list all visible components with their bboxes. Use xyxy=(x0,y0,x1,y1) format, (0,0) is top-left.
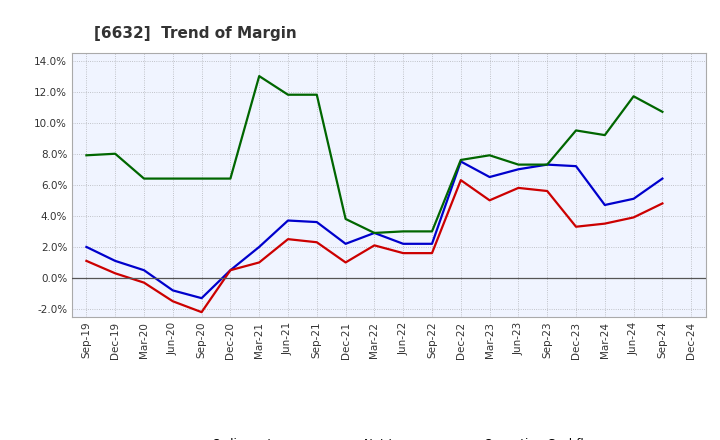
Net Income xyxy=(658,201,667,206)
Operating Cashflow xyxy=(82,153,91,158)
Ordinary Income xyxy=(226,268,235,273)
Ordinary Income xyxy=(399,241,408,246)
Ordinary Income xyxy=(370,230,379,235)
Operating Cashflow xyxy=(629,94,638,99)
Net Income xyxy=(197,309,206,315)
Ordinary Income xyxy=(312,220,321,225)
Net Income xyxy=(428,250,436,256)
Operating Cashflow xyxy=(456,158,465,163)
Net Income xyxy=(140,280,148,285)
Operating Cashflow xyxy=(658,109,667,114)
Ordinary Income xyxy=(284,218,292,223)
Text: [6632]  Trend of Margin: [6632] Trend of Margin xyxy=(94,26,297,41)
Net Income xyxy=(485,198,494,203)
Operating Cashflow xyxy=(312,92,321,97)
Operating Cashflow xyxy=(197,176,206,181)
Operating Cashflow xyxy=(399,229,408,234)
Net Income xyxy=(255,260,264,265)
Net Income xyxy=(543,188,552,194)
Operating Cashflow xyxy=(600,132,609,138)
Net Income xyxy=(629,215,638,220)
Net Income xyxy=(312,240,321,245)
Ordinary Income xyxy=(140,268,148,273)
Operating Cashflow xyxy=(255,73,264,79)
Ordinary Income xyxy=(168,288,177,293)
Ordinary Income xyxy=(341,241,350,246)
Operating Cashflow xyxy=(572,128,580,133)
Ordinary Income xyxy=(629,196,638,202)
Operating Cashflow xyxy=(514,162,523,167)
Net Income xyxy=(341,260,350,265)
Operating Cashflow xyxy=(341,216,350,222)
Line: Net Income: Net Income xyxy=(86,180,662,312)
Ordinary Income xyxy=(428,241,436,246)
Net Income xyxy=(168,299,177,304)
Ordinary Income xyxy=(485,174,494,180)
Net Income xyxy=(111,271,120,276)
Net Income xyxy=(226,268,235,273)
Operating Cashflow xyxy=(485,153,494,158)
Net Income xyxy=(82,258,91,264)
Ordinary Income xyxy=(197,296,206,301)
Ordinary Income xyxy=(82,244,91,249)
Operating Cashflow xyxy=(284,92,292,97)
Legend: Ordinary Income, Net Income, Operating Cashflow: Ordinary Income, Net Income, Operating C… xyxy=(172,433,606,440)
Ordinary Income xyxy=(111,258,120,264)
Ordinary Income xyxy=(456,159,465,164)
Net Income xyxy=(572,224,580,229)
Operating Cashflow xyxy=(543,162,552,167)
Operating Cashflow xyxy=(226,176,235,181)
Operating Cashflow xyxy=(168,176,177,181)
Net Income xyxy=(514,185,523,191)
Ordinary Income xyxy=(514,167,523,172)
Ordinary Income xyxy=(572,164,580,169)
Ordinary Income xyxy=(658,176,667,181)
Ordinary Income xyxy=(600,202,609,208)
Ordinary Income xyxy=(543,162,552,167)
Net Income xyxy=(399,250,408,256)
Net Income xyxy=(370,243,379,248)
Line: Ordinary Income: Ordinary Income xyxy=(86,161,662,298)
Operating Cashflow xyxy=(140,176,148,181)
Line: Operating Cashflow: Operating Cashflow xyxy=(86,76,662,233)
Operating Cashflow xyxy=(111,151,120,156)
Net Income xyxy=(456,177,465,183)
Net Income xyxy=(284,237,292,242)
Operating Cashflow xyxy=(370,230,379,235)
Net Income xyxy=(600,221,609,226)
Operating Cashflow xyxy=(428,229,436,234)
Ordinary Income xyxy=(255,244,264,249)
